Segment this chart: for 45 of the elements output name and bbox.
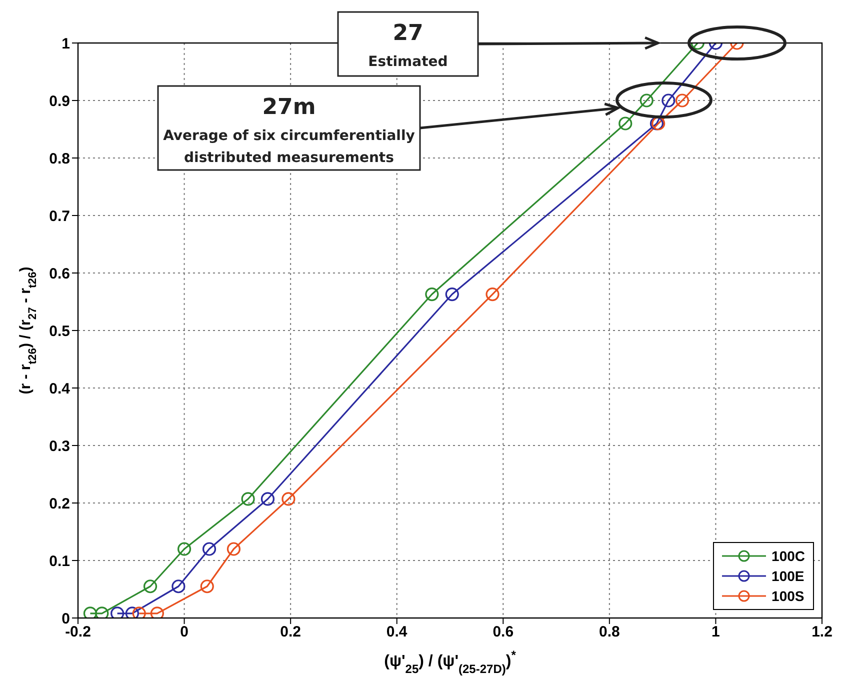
- point: [241, 492, 255, 506]
- point: [202, 542, 216, 556]
- point: [282, 492, 296, 506]
- point: [143, 580, 158, 594]
- point: [95, 606, 109, 618]
- point: [640, 94, 654, 108]
- x-tick-label: 0.8: [599, 624, 620, 641]
- point: [486, 287, 500, 302]
- y-tick-label: 0.3: [49, 438, 70, 455]
- point: [110, 606, 124, 618]
- y-tick-label: 0.5: [49, 322, 70, 340]
- y-tick-label: 0.9: [49, 92, 70, 110]
- x-tick-label: 1: [712, 624, 720, 641]
- x-tick-label: 0.6: [492, 624, 514, 641]
- x-tick-label: 0.4: [386, 624, 408, 641]
- y-tick-label: 0.1: [49, 552, 70, 570]
- y-tick-label: 0.6: [49, 265, 70, 282]
- point: [83, 606, 98, 618]
- y-tick-label: 0.8: [49, 150, 70, 168]
- point: [172, 580, 186, 594]
- point: [150, 606, 164, 618]
- point: [226, 542, 241, 556]
- y-tick-label: 0.4: [49, 380, 71, 398]
- point: [260, 492, 275, 506]
- x-tick-label: 1.2: [812, 624, 832, 641]
- x-axis-title: (ψ'$_{25}$) / (ψ'$_{(25-27D)}$)$^{*}$: [384, 648, 516, 676]
- y-tick-label: 1: [62, 35, 70, 52]
- point: [675, 94, 690, 108]
- point: [618, 116, 632, 130]
- point: [425, 287, 439, 302]
- y-tick-label: 0.2: [49, 495, 70, 512]
- annotation: 27 Estimated: [368, 21, 448, 70]
- point: [177, 542, 192, 556]
- point: [132, 606, 146, 618]
- point: [445, 287, 459, 302]
- point: [662, 94, 676, 108]
- x-tick-label: 0.2: [280, 624, 301, 641]
- point: [200, 580, 214, 594]
- legend-label: 100C: [772, 547, 805, 566]
- legend-label: 100E: [772, 567, 804, 586]
- annotation: 27m Average of six circumferentially distributed measurements: [163, 95, 415, 166]
- y-tick-label: 0.7: [49, 208, 70, 225]
- legend-label: 100S: [772, 587, 804, 606]
- x-tick-label: 0: [180, 624, 188, 641]
- point: [125, 606, 140, 618]
